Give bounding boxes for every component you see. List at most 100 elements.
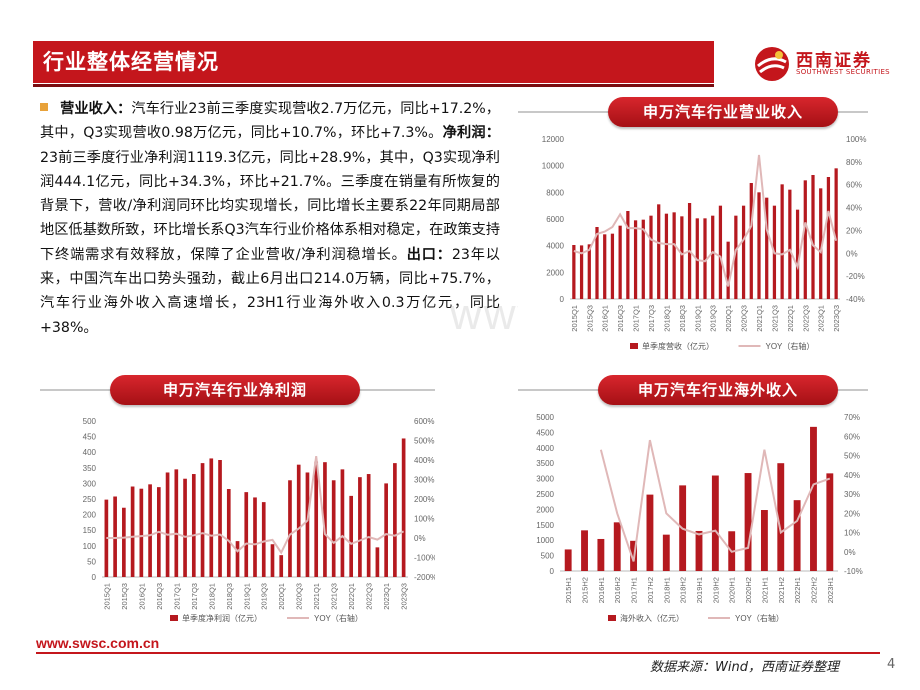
revenue-chart: 申万汽车行业营业收入 0 2000 4000 6000 8000 10000 12000 -4… — [518, 97, 868, 357]
bar — [122, 507, 126, 577]
x-tick-label: 2022Q3 — [365, 583, 374, 610]
y-right-tick-label: 80% — [846, 158, 862, 167]
x-tick-label: 2016H2 — [613, 577, 622, 603]
bar — [749, 183, 753, 299]
y-right-tick-label: 100% — [414, 515, 434, 524]
y-left-tick-label: 5000 — [536, 413, 554, 422]
bar — [757, 192, 761, 299]
x-tick-label: 2015Q1 — [570, 305, 579, 332]
x-tick-label: 2016H1 — [597, 577, 606, 603]
x-tick-label: 2018H2 — [679, 577, 688, 603]
legend-label: YOY（右轴） — [735, 613, 784, 623]
y-left-tick-label: 4500 — [536, 428, 554, 437]
yoy-line — [106, 455, 405, 555]
y-right-tick-label: 70% — [844, 413, 860, 422]
bar — [788, 189, 792, 299]
bar — [810, 426, 817, 571]
bar — [610, 233, 615, 299]
bar — [711, 215, 715, 299]
bullet-icon — [40, 103, 48, 111]
legend-bar-swatch — [630, 343, 638, 349]
bar — [664, 213, 669, 299]
title-underline — [33, 84, 714, 87]
bar — [826, 473, 834, 571]
y-left-tick-label: 12000 — [542, 135, 565, 144]
x-tick-label: 2020Q1 — [724, 305, 733, 332]
legend-bar-swatch — [608, 615, 616, 621]
x-tick-label: 2015Q3 — [585, 305, 594, 332]
x-tick-label: 2021Q3 — [770, 305, 779, 332]
bar — [572, 245, 576, 299]
x-tick-label: 2016Q3 — [155, 583, 164, 610]
bar — [130, 486, 135, 577]
x-tick-label: 2016Q1 — [601, 305, 610, 332]
bar — [695, 530, 703, 571]
bar — [646, 494, 654, 571]
y-right-tick-label: 0% — [844, 548, 856, 557]
bar — [603, 234, 607, 299]
bar — [340, 469, 345, 577]
x-tick-label: 2018Q1 — [662, 305, 671, 332]
page-title-bar: 行业整体经营情况 — [33, 41, 714, 87]
x-tick-label: 2017Q3 — [647, 305, 656, 332]
bar — [819, 188, 823, 299]
x-tick-label: 2017Q1 — [172, 583, 181, 610]
profit-chart-title: 申万汽车行业净利润 — [110, 375, 360, 405]
bar — [744, 473, 752, 571]
x-tick-label: 2017Q3 — [190, 583, 199, 610]
x-tick-label: 2015Q1 — [102, 583, 111, 610]
bar — [384, 483, 388, 577]
bar — [564, 549, 572, 571]
y-left-tick-label: 300 — [83, 479, 97, 488]
y-left-tick-label: 2000 — [546, 268, 564, 277]
bar — [711, 475, 719, 571]
bar — [672, 212, 676, 299]
y-right-tick-label: 60% — [846, 181, 862, 190]
x-tick-label: 2016Q1 — [137, 583, 146, 610]
logo-en-text: SOUTHWEST SECURITIES — [796, 68, 890, 76]
x-tick-label: 2016Q3 — [616, 305, 625, 332]
bar — [579, 245, 584, 299]
bar — [780, 184, 784, 299]
company-logo: 西南证券 SOUTHWEST SECURITIES — [752, 44, 892, 84]
bar — [244, 492, 249, 577]
bar — [375, 547, 380, 577]
bar — [826, 177, 831, 299]
bar — [288, 480, 292, 577]
bar — [366, 474, 371, 577]
export-label: 出口： — [406, 246, 452, 263]
overseas-chart-title: 申万汽车行业海外收入 — [598, 375, 838, 405]
summary-paragraph: 营业收入：汽车行业23前三季度实现营收2.7万亿元，同比+17.2%，其中，Q3… — [40, 97, 500, 340]
data-source: 数据来源：Wind，西南证券整理 — [650, 660, 839, 675]
revenue-chart-title: 申万汽车行业营业收入 — [608, 97, 838, 127]
x-tick-label: 2020H2 — [744, 577, 753, 603]
bar — [165, 472, 170, 577]
bar — [741, 205, 746, 299]
page-number: 4 — [887, 657, 896, 672]
y-left-tick-label: 400 — [83, 448, 97, 457]
bar — [323, 462, 327, 577]
x-tick-label: 2020Q3 — [295, 583, 304, 610]
yoy-line — [599, 439, 831, 562]
profit-chart-svg: 0 50 100 150 200 250 300 350 400 450 500 -200% -100%… — [83, 417, 435, 623]
y-right-tick-label: 300% — [414, 476, 434, 485]
y-right-tick-label: -10% — [844, 567, 863, 576]
y-right-tick-label: 50% — [844, 452, 860, 461]
bar — [296, 464, 301, 577]
y-right-tick-label: 0% — [414, 534, 426, 543]
legend-label: YOY（右轴） — [766, 341, 815, 351]
bar — [349, 495, 354, 577]
y-left-tick-label: 450 — [83, 433, 97, 442]
y-left-tick-label: 8000 — [546, 188, 564, 197]
revenue-label: 营业收入： — [60, 101, 132, 117]
y-right-tick-label: 100% — [846, 135, 866, 144]
x-tick-label: 2017Q1 — [632, 305, 641, 332]
y-left-tick-label: 6000 — [546, 215, 564, 224]
yoy-line — [573, 154, 838, 287]
logo-cn-text: 西南证券 — [796, 51, 872, 71]
y-left-tick-label: 10000 — [542, 162, 565, 171]
bar — [191, 474, 196, 577]
bar — [626, 211, 630, 299]
y-right-tick-label: 600% — [414, 417, 434, 426]
y-right-tick-label: 400% — [414, 456, 434, 465]
